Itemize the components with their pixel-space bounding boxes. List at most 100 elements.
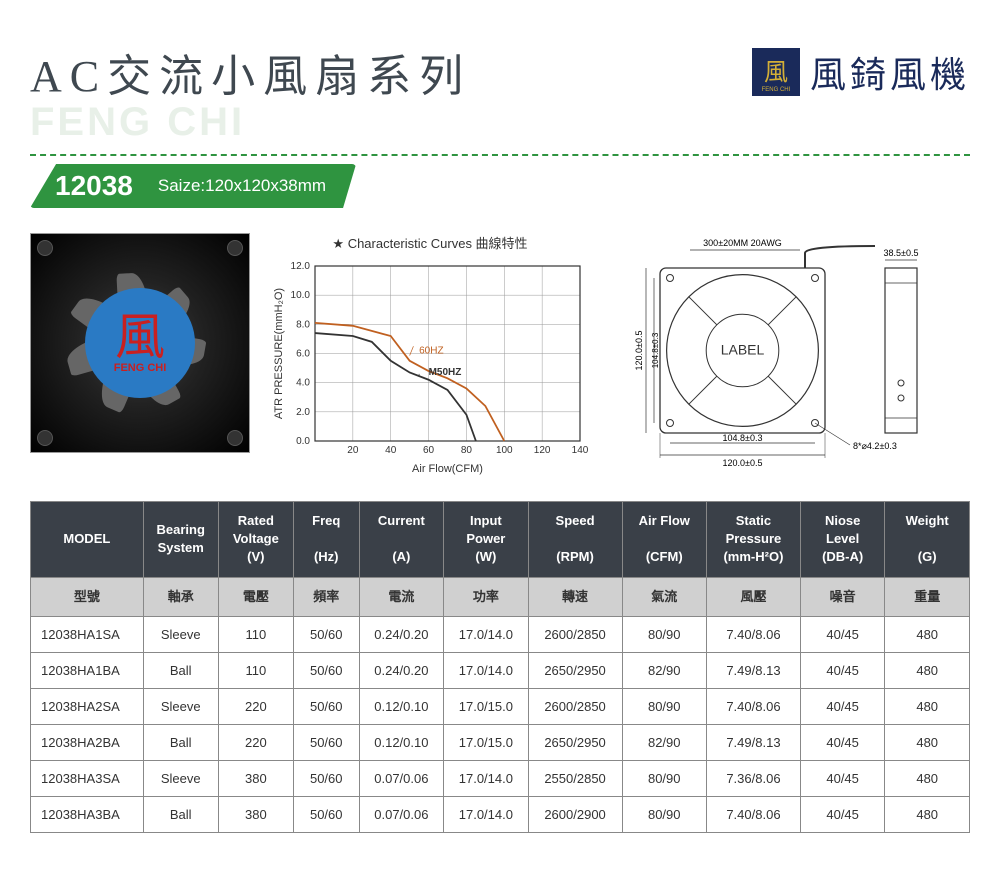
characteristic-chart: ★ Characteristic Curves 曲線特性 20406080100… [270, 233, 590, 476]
model-number: 12038 [55, 170, 133, 202]
brand-logo-icon: 風 FENG CHI [752, 48, 800, 96]
table-cell: 0.12/0.10 [359, 724, 444, 760]
table-cell: 50/60 [293, 616, 359, 652]
svg-text:20: 20 [347, 445, 359, 456]
table-cell: 7.36/8.06 [707, 760, 801, 796]
table-cell: 7.40/8.06 [707, 616, 801, 652]
col-header-zh: 型號 [31, 577, 144, 616]
table-cell: 17.0/14.0 [444, 760, 529, 796]
col-header: StaticPressure(mm-H²O) [707, 502, 801, 578]
table-cell: 12038HA1BA [31, 652, 144, 688]
svg-text:80: 80 [461, 445, 473, 456]
table-cell: 0.24/0.20 [359, 652, 444, 688]
table-cell: Ball [143, 724, 218, 760]
table-cell: 80/90 [622, 796, 707, 832]
svg-text:ATR PRESSURE(mmH₂O): ATR PRESSURE(mmH₂O) [273, 288, 285, 419]
svg-text:M50HZ: M50HZ [429, 367, 462, 378]
table-cell: 50/60 [293, 652, 359, 688]
chart-title: ★ Characteristic Curves 曲線特性 [332, 233, 527, 252]
svg-text:300±20MM 20AWG: 300±20MM 20AWG [703, 238, 782, 248]
svg-text:2.0: 2.0 [296, 407, 310, 418]
table-cell: 12038HA2BA [31, 724, 144, 760]
table-cell: 2600/2850 [528, 688, 622, 724]
col-header: Air Flow(CFM) [622, 502, 707, 578]
table-cell: 82/90 [622, 652, 707, 688]
table-cell: 40/45 [800, 760, 885, 796]
page-header: FENG CHI AC交流小風扇系列 風 FENG CHI 風錡風機 [0, 0, 1000, 124]
table-cell: 50/60 [293, 724, 359, 760]
table-cell: 17.0/15.0 [444, 688, 529, 724]
col-header-zh: 噪音 [800, 577, 885, 616]
table-row: 12038HA2SASleeve22050/600.12/0.1017.0/15… [31, 688, 970, 724]
table-cell: 110 [218, 652, 293, 688]
table-header-en: MODELBearingSystemRatedVoltage(V)Freq(Hz… [31, 502, 970, 578]
col-header: MODEL [31, 502, 144, 578]
figures-row: 風 FENG CHI ★ Characteristic Curves 曲線特性 … [0, 208, 1000, 491]
svg-text:8*⌀4.2±0.3: 8*⌀4.2±0.3 [853, 441, 897, 451]
table-row: 12038HA1SASleeve11050/600.24/0.2017.0/14… [31, 616, 970, 652]
table-cell: 80/90 [622, 760, 707, 796]
fan-product-photo: 風 FENG CHI [30, 233, 250, 453]
table-cell: 2600/2900 [528, 796, 622, 832]
table-cell: 40/45 [800, 796, 885, 832]
col-header-zh: 功率 [444, 577, 529, 616]
table-cell: 50/60 [293, 688, 359, 724]
table-row: 12038HA3SASleeve38050/600.07/0.0617.0/14… [31, 760, 970, 796]
table-cell: Sleeve [143, 688, 218, 724]
table-cell: 17.0/14.0 [444, 652, 529, 688]
table-cell: Ball [143, 652, 218, 688]
table-cell: 220 [218, 724, 293, 760]
col-header: NioseLevel(DB-A) [800, 502, 885, 578]
table-cell: 7.40/8.06 [707, 688, 801, 724]
table-cell: 12038HA3BA [31, 796, 144, 832]
col-header-zh: 氣流 [622, 577, 707, 616]
col-header: Speed(RPM) [528, 502, 622, 578]
spec-table: MODELBearingSystemRatedVoltage(V)Freq(Hz… [30, 501, 970, 833]
svg-text:104.8±0.3: 104.8±0.3 [723, 433, 763, 443]
col-header-zh: 轉速 [528, 577, 622, 616]
col-header-zh: 風壓 [707, 577, 801, 616]
table-cell: 50/60 [293, 760, 359, 796]
svg-text:60: 60 [423, 445, 435, 456]
table-cell: 0.07/0.06 [359, 796, 444, 832]
table-cell: 40/45 [800, 616, 885, 652]
svg-text:Air Flow(CFM): Air Flow(CFM) [412, 463, 483, 475]
table-cell: 7.49/8.13 [707, 652, 801, 688]
table-cell: Sleeve [143, 760, 218, 796]
col-header-zh: 重量 [885, 577, 970, 616]
table-cell: 82/90 [622, 724, 707, 760]
svg-text:120.0±0.5: 120.0±0.5 [634, 331, 644, 371]
table-cell: 80/90 [622, 616, 707, 652]
table-cell: 2650/2950 [528, 724, 622, 760]
svg-text:LABEL: LABEL [721, 342, 765, 358]
svg-text:140: 140 [572, 445, 589, 456]
chart-svg: 204060801001201400.02.04.06.08.010.012.0… [270, 256, 590, 476]
table-cell: 2550/2850 [528, 760, 622, 796]
table-cell: 480 [885, 652, 970, 688]
table-cell: 17.0/15.0 [444, 724, 529, 760]
table-cell: 50/60 [293, 796, 359, 832]
col-header: BearingSystem [143, 502, 218, 578]
table-cell: 110 [218, 616, 293, 652]
table-cell: 480 [885, 688, 970, 724]
brand-block: 風 FENG CHI 風錡風機 [752, 46, 970, 98]
svg-text:8.0: 8.0 [296, 319, 310, 330]
model-size: Saize:120x120x38mm [158, 176, 326, 196]
svg-text:4.0: 4.0 [296, 378, 310, 389]
col-header: Weight(G) [885, 502, 970, 578]
table-cell: 40/45 [800, 688, 885, 724]
table-cell: 12038HA3SA [31, 760, 144, 796]
svg-text:120: 120 [534, 445, 551, 456]
col-header: RatedVoltage(V) [218, 502, 293, 578]
table-body: 12038HA1SASleeve11050/600.24/0.2017.0/14… [31, 616, 970, 832]
svg-text:10.0: 10.0 [291, 290, 311, 301]
fan-hub-label: 風 FENG CHI [85, 288, 195, 398]
col-header: InputPower(W) [444, 502, 529, 578]
model-banner: 12038 Saize:120x120x38mm [30, 164, 356, 208]
svg-text:6.0: 6.0 [296, 349, 310, 360]
table-cell: 220 [218, 688, 293, 724]
table-row: 12038HA2BABall22050/600.12/0.1017.0/15.0… [31, 724, 970, 760]
table-cell: 40/45 [800, 652, 885, 688]
table-cell: 480 [885, 724, 970, 760]
svg-text:100: 100 [496, 445, 513, 456]
